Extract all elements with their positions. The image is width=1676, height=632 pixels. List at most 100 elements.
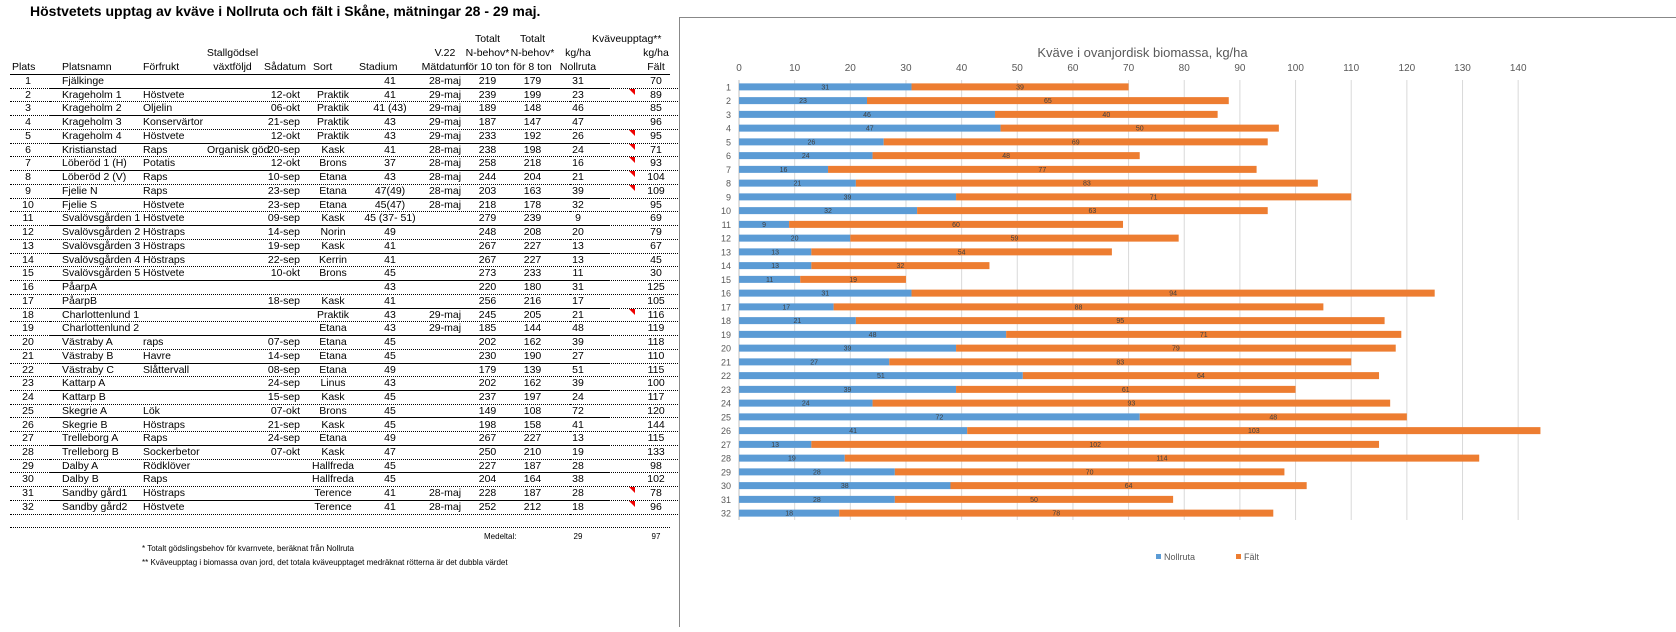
cell-sort[interactable]: Praktik (316, 129, 350, 142)
cell-n8[interactable]: 158 (523, 418, 542, 431)
cell-forfrukt[interactable]: Konservärtor (143, 116, 204, 129)
cell-forfrukt[interactable]: Höstvete (143, 500, 185, 513)
cell-falt[interactable]: 67 (650, 239, 662, 252)
cell-nollruta[interactable]: 18 (572, 500, 584, 513)
cell-matdatum[interactable]: 28-maj (428, 184, 462, 197)
cell-sort[interactable]: Praktik (316, 308, 350, 321)
cell-forfrukt[interactable]: Sockerbetor (143, 445, 200, 458)
cell-stadium[interactable]: 49 (384, 226, 396, 239)
cell-nollruta[interactable]: 20 (572, 226, 584, 239)
comment-indicator-icon[interactable] (629, 143, 635, 150)
cell-plats[interactable]: 3 (25, 102, 31, 115)
cell-n8[interactable]: 148 (523, 102, 542, 115)
cell-n10[interactable]: 204 (478, 473, 497, 486)
cell-nollruta[interactable]: 32 (572, 198, 584, 211)
cell-matdatum[interactable]: 29-maj (428, 88, 462, 101)
cell-n10[interactable]: 238 (478, 143, 497, 156)
cell-stadium[interactable]: 45 (384, 473, 396, 486)
cell-falt[interactable]: 98 (650, 459, 662, 472)
cell-plats[interactable]: 4 (25, 116, 31, 129)
comment-indicator-icon[interactable] (629, 308, 635, 315)
cell-n8[interactable]: 178 (523, 198, 542, 211)
comment-indicator-icon[interactable] (629, 500, 635, 507)
cell-n10[interactable]: 248 (478, 226, 497, 239)
cell-plats[interactable]: 10 (22, 198, 34, 211)
cell-nollruta[interactable]: 9 (575, 212, 581, 225)
cell-n10[interactable]: 230 (478, 349, 497, 362)
cell-falt[interactable]: 89 (650, 88, 662, 101)
cell-sadatum[interactable]: 06-okt (270, 102, 300, 115)
cell-falt[interactable]: 96 (650, 116, 662, 129)
cell-nollruta[interactable]: 46 (572, 102, 584, 115)
cell-sadatum[interactable]: 24-sep (267, 432, 300, 445)
cell-falt[interactable]: 79 (650, 226, 662, 239)
cell-falt[interactable]: 118 (647, 336, 665, 349)
cell-n10[interactable]: 179 (478, 363, 497, 376)
cell-stadium[interactable]: 43 (384, 171, 396, 184)
cell-n10[interactable]: 219 (478, 75, 497, 87)
cell-stadium[interactable]: 43 (384, 129, 396, 142)
cell-n10[interactable]: 220 (478, 281, 497, 294)
cell-sadatum[interactable]: 20-sep (267, 143, 300, 156)
cell-sadatum[interactable]: 10-okt (270, 267, 300, 280)
cell-nollruta[interactable]: 39 (572, 336, 584, 349)
cell-nollruta[interactable]: 23 (572, 88, 584, 101)
cell-n8[interactable]: 233 (523, 267, 542, 280)
cell-falt[interactable]: 45 (650, 253, 662, 266)
comment-indicator-icon[interactable] (629, 157, 635, 164)
cell-forfrukt[interactable]: Höstvete (143, 212, 185, 225)
cell-sadatum[interactable]: 15-sep (267, 391, 300, 404)
cell-namn[interactable]: Kattarp A (62, 377, 106, 390)
cell-falt[interactable]: 93 (650, 157, 662, 170)
cell-n8[interactable]: 187 (523, 487, 542, 500)
cell-plats[interactable]: 20 (22, 336, 34, 349)
cell-matdatum[interactable]: 28-maj (428, 157, 462, 170)
comment-indicator-icon[interactable] (629, 184, 635, 191)
cell-n10[interactable]: 218 (478, 198, 497, 211)
cell-stadium[interactable]: 45 (384, 459, 396, 472)
cell-sort[interactable]: Etana (319, 184, 347, 197)
cell-stadium[interactable]: 43 (384, 308, 396, 321)
cell-sadatum[interactable]: 12-okt (270, 157, 300, 170)
cell-n8[interactable]: 205 (523, 308, 542, 321)
cell-n8[interactable]: 162 (523, 377, 542, 390)
cell-forfrukt[interactable]: Lök (143, 404, 160, 417)
cell-sadatum[interactable]: 21-sep (267, 418, 300, 431)
cell-n10[interactable]: 233 (478, 129, 497, 142)
cell-sort[interactable]: Etana (319, 198, 347, 211)
cell-nollruta[interactable]: 27 (572, 349, 584, 362)
cell-sadatum[interactable]: 12-okt (270, 129, 300, 142)
cell-plats[interactable]: 16 (22, 281, 34, 294)
cell-plats[interactable]: 9 (25, 184, 31, 197)
cell-sort[interactable]: Norin (320, 226, 346, 239)
comment-indicator-icon[interactable] (629, 129, 635, 136)
cell-matdatum[interactable]: 29-maj (428, 116, 462, 129)
cell-falt[interactable]: 104 (647, 171, 665, 184)
cell-namn[interactable]: Sandby gård1 (62, 487, 128, 500)
cell-namn[interactable]: PåarpA (62, 281, 98, 294)
cell-falt[interactable]: 115 (647, 363, 665, 376)
cell-namn[interactable]: Trelleborg A (62, 432, 119, 445)
cell-forfrukt[interactable]: Havre (143, 349, 172, 362)
cell-sadatum[interactable]: 23-sep (267, 198, 300, 211)
cell-forfrukt[interactable]: Höstraps (143, 418, 186, 431)
cell-forfrukt[interactable]: Rödklöver (143, 459, 191, 472)
cell-plats[interactable]: 17 (22, 294, 34, 307)
cell-n10[interactable]: 267 (478, 432, 497, 445)
cell-plats[interactable]: 22 (22, 363, 34, 376)
cell-forfrukt[interactable]: Raps (143, 184, 168, 197)
cell-stadium[interactable]: 41 (384, 143, 396, 156)
cell-nollruta[interactable]: 31 (572, 281, 584, 294)
cell-stadium[interactable]: 41 (384, 88, 396, 101)
cell-stadium[interactable]: 41 (384, 294, 396, 307)
cell-namn[interactable]: Svalövsgården 5 (62, 267, 141, 280)
cell-falt[interactable]: 69 (650, 212, 662, 225)
cell-n10[interactable]: 244 (478, 171, 497, 184)
cell-sadatum[interactable]: 21-sep (267, 116, 300, 129)
cell-sadatum[interactable]: 22-sep (267, 253, 300, 266)
cell-namn[interactable]: Svalövsgården 1 (62, 212, 141, 225)
cell-sort[interactable]: Etana (319, 336, 347, 349)
cell-n8[interactable]: 208 (523, 226, 542, 239)
cell-forfrukt[interactable]: Potatis (143, 157, 176, 170)
cell-namn[interactable]: Fjelie S (62, 198, 98, 211)
